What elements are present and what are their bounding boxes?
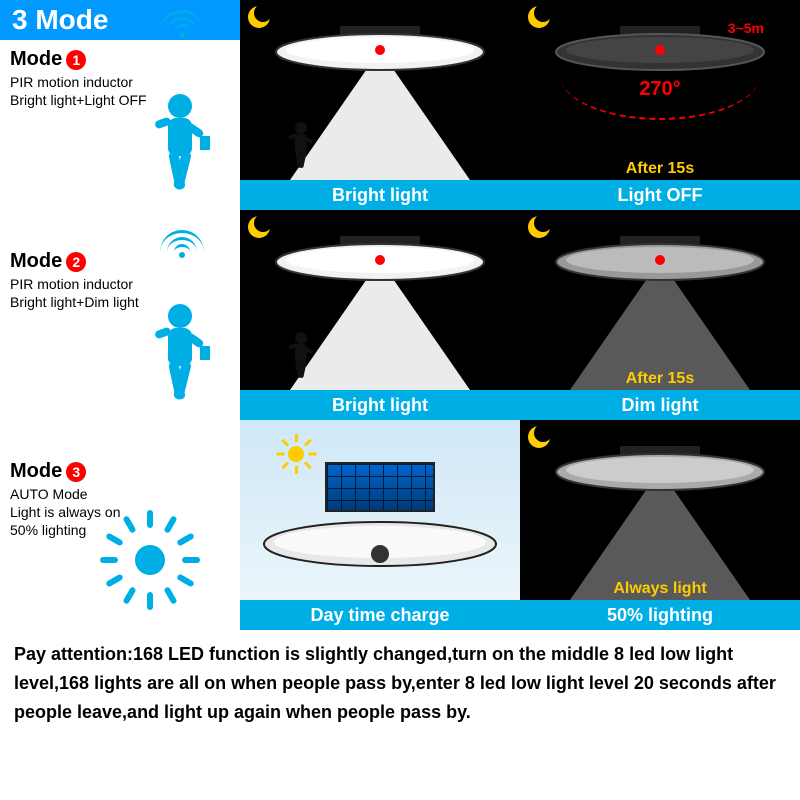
mode3-desc1: AUTO Mode — [10, 485, 230, 503]
mode2-description: Mode 2 PIR motion inductor Bright light+… — [0, 210, 240, 420]
panel-bright-2: Bright light — [240, 210, 520, 420]
light-device-icon — [550, 236, 770, 291]
person-dark-icon — [284, 331, 318, 386]
panel-label: Light OFF — [520, 180, 800, 210]
panel-daytime: Day time charge — [240, 420, 520, 630]
person-dark-icon — [284, 121, 318, 176]
panel-label: 50% lighting — [520, 600, 800, 630]
always-text: Always light — [520, 580, 800, 598]
mode3-title: Mode 3 — [10, 460, 230, 483]
light-device-solar — [260, 510, 500, 575]
mode-row-1: 3 Mode Mode 1 PIR motion inductor Bright… — [0, 0, 800, 210]
panel-label: Bright light — [240, 180, 520, 210]
panel-dim: After 15s Dim light — [520, 210, 800, 420]
mode-row-2: Mode 2 PIR motion inductor Bright light+… — [0, 210, 800, 420]
solar-panel-icon — [325, 462, 435, 512]
light-device-icon — [270, 236, 490, 291]
mode2-title-text: Mode — [10, 250, 62, 273]
person-icon — [140, 302, 220, 412]
wifi-icon — [160, 10, 210, 60]
light-device-icon — [550, 446, 770, 501]
mode1-desc1: PIR motion inductor — [10, 73, 230, 91]
moon-icon — [248, 216, 274, 242]
detection-arc — [560, 30, 760, 120]
mode1-description: 3 Mode Mode 1 PIR motion inductor Bright… — [0, 0, 240, 210]
person-icon — [140, 92, 220, 202]
after-text: After 15s — [520, 370, 800, 388]
infographic-container: 3 Mode Mode 1 PIR motion inductor Bright… — [0, 0, 800, 736]
mode-row-3: Mode 3 AUTO Mode Light is always on 50% … — [0, 420, 800, 630]
moon-icon — [528, 216, 554, 242]
sun-small-icon — [276, 434, 316, 474]
mode3-title-text: Mode — [10, 460, 62, 483]
light-device-icon — [270, 26, 490, 81]
panel-label: Bright light — [240, 390, 520, 420]
after-text: After 15s — [520, 160, 800, 178]
footer-note: Pay attention:168 LED function is slight… — [0, 630, 800, 736]
angle-text: 270° — [639, 78, 680, 101]
moon-icon — [528, 6, 554, 32]
moon-icon — [248, 6, 274, 32]
panel-bright-1: Bright light — [240, 0, 520, 210]
moon-icon — [528, 426, 554, 452]
panel-always: Always light 50% lighting — [520, 420, 800, 630]
panel-label: Dim light — [520, 390, 800, 420]
mode3-description: Mode 3 AUTO Mode Light is always on 50% … — [0, 420, 240, 630]
mode1-number: 1 — [66, 50, 86, 70]
mode1-title-text: Mode — [10, 48, 62, 71]
panel-label: Day time charge — [240, 600, 520, 630]
mode3-number: 3 — [66, 462, 86, 482]
mode2-number: 2 — [66, 252, 86, 272]
panel-lightoff: 3~5m 270° After 15s Light OFF — [520, 0, 800, 210]
range-text: 3~5m — [728, 20, 764, 36]
sun-icon — [100, 510, 200, 610]
wifi-icon — [160, 230, 210, 280]
